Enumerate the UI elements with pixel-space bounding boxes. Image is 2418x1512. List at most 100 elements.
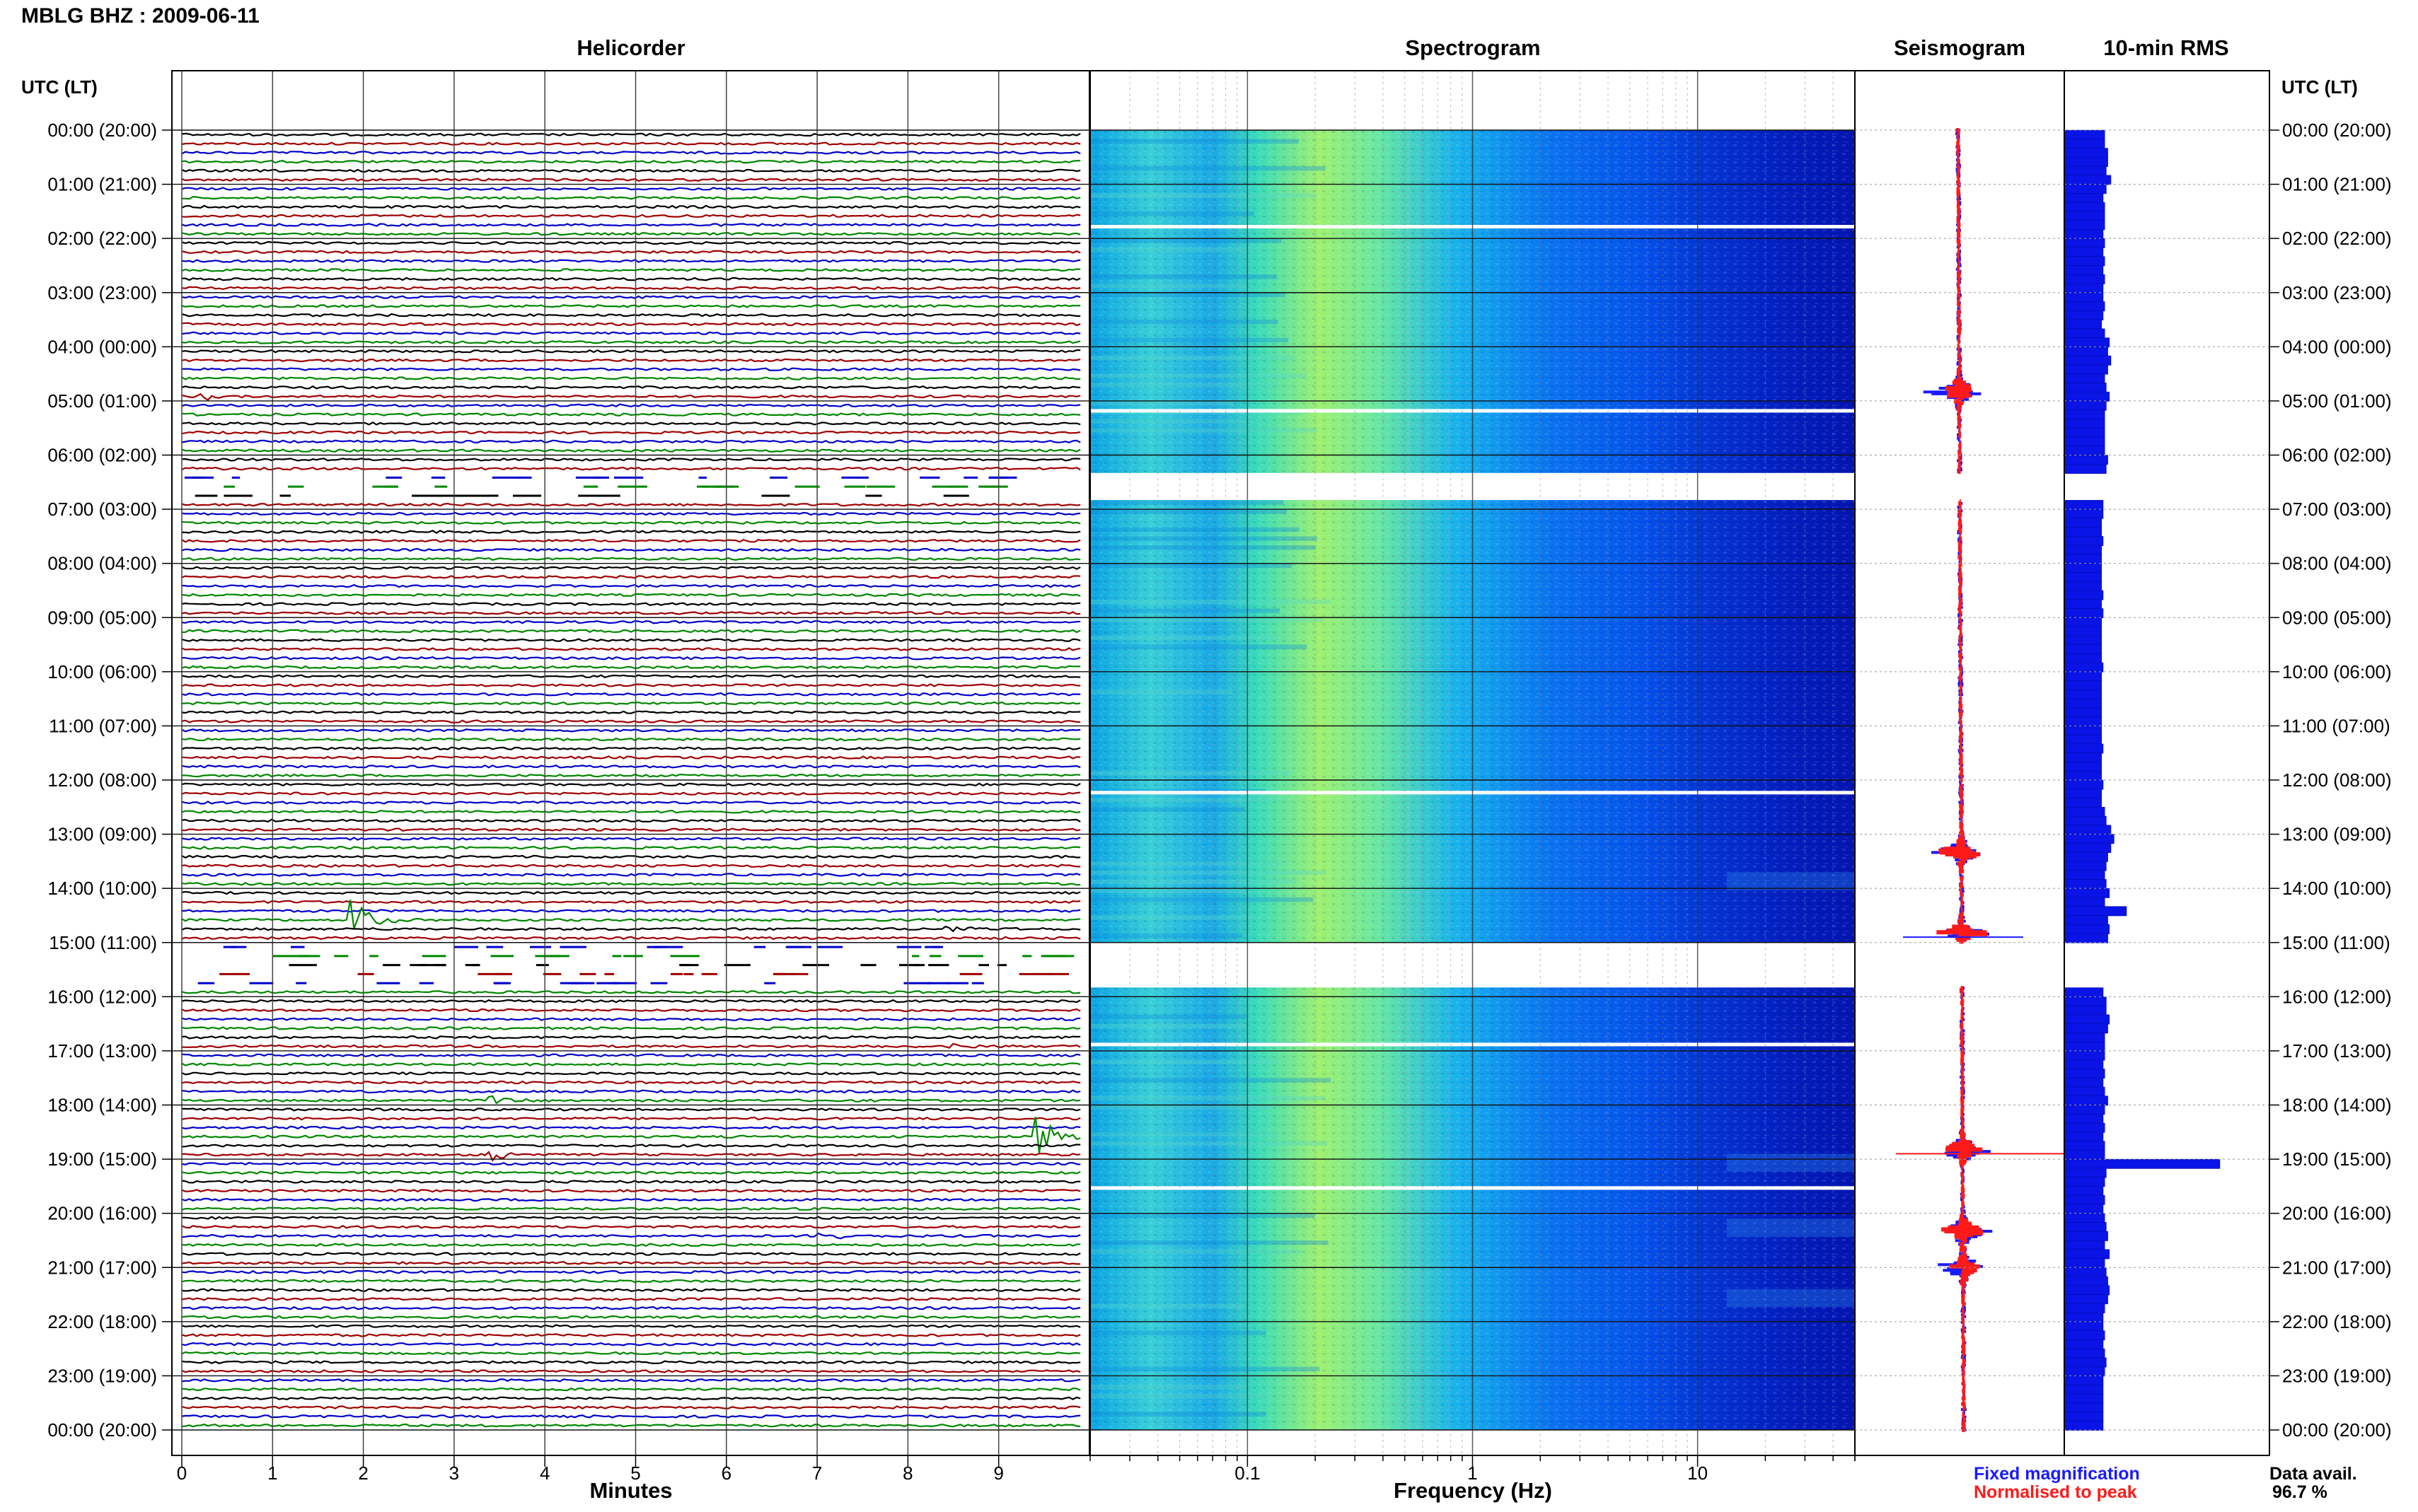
helicorder-trace (181, 575, 1081, 579)
rms-bar (2064, 1285, 2110, 1296)
helicorder-trace (181, 1216, 1081, 1220)
helicorder-trace (181, 1008, 1081, 1013)
helicorder-trace (181, 259, 1081, 263)
helicorder-trace (181, 214, 1081, 218)
helicorder-trace (181, 1232, 1081, 1240)
rms-bar (2064, 157, 2108, 167)
helicorder-trace (181, 1180, 1081, 1184)
helicorder-trace (182, 827, 1081, 832)
helicorder-trace (181, 1324, 1081, 1329)
helicorder-panel (181, 132, 1081, 1428)
spectrogram-band (1090, 545, 1316, 550)
helicorder-trace (181, 1053, 1081, 1058)
helicorder-trace (181, 331, 1081, 335)
time-tick-label-right: 18:00 (14:00) (2282, 1095, 2392, 1116)
helicorder-trace (181, 656, 1081, 661)
rms-bar (2064, 1249, 2110, 1260)
helicorder-trace (181, 809, 1081, 814)
rms-bar (2064, 1122, 2105, 1133)
helicorder-trace (181, 854, 1081, 859)
spectrogram-band (1090, 599, 1331, 605)
rms-bar (2064, 1077, 2104, 1088)
rms-bar (2064, 1041, 2105, 1052)
tick-labels-layer: 0.1 1 10 0 1 2 3 4 5 6 7 8 9 00:00 (20:00) 00:00 (20:0… (47, 120, 2391, 1484)
rms-bar (2064, 996, 2107, 1006)
helicorder-trace (181, 1288, 1081, 1292)
rms-bar (2064, 364, 2108, 375)
rms-bar (2064, 301, 2105, 312)
rms-bar (2064, 843, 2112, 853)
helicorder-x-tick-label: 0 (177, 1462, 187, 1484)
rms-bar (2064, 554, 2102, 564)
rms-bar (2064, 1177, 2105, 1187)
helicorder-trace (181, 557, 1081, 561)
rms-bar (2064, 1267, 2107, 1277)
rms-bar (2064, 644, 2102, 655)
helicorder-trace (181, 665, 1081, 670)
data-availability-value: 96.7 % (2272, 1482, 2327, 1502)
rms-bar (2064, 789, 2102, 799)
helicorder-trace (181, 403, 1081, 408)
spectrogram-energy-burst (1727, 1153, 1854, 1172)
helicorder-trace (181, 530, 1081, 534)
spectrogram-band (1090, 608, 1280, 613)
rms-bar (2064, 815, 2107, 826)
time-tick-label-left: 02:00 (22:00) (47, 228, 157, 249)
helicorder-trace (181, 1017, 1081, 1022)
rms-bar (2064, 347, 2108, 356)
rms-bar (2064, 726, 2102, 736)
helicorder-trace (182, 1387, 1081, 1392)
utc-axis-label-right: UTC (LT) (2281, 76, 2358, 98)
time-tick-label-right: 09:00 (05:00) (2282, 607, 2392, 628)
spectrogram-band (1090, 283, 1249, 289)
helicorder-trace (181, 755, 1081, 760)
rms-bar (2064, 851, 2108, 862)
spectrogram-band (1090, 1014, 1246, 1020)
helicorder-trace (181, 1151, 1081, 1162)
rms-bar (2064, 265, 2104, 276)
helicorder-x-tick-label: 1 (267, 1462, 277, 1484)
rms-bar (2064, 274, 2105, 284)
time-tick-label-left: 14:00 (10:00) (47, 878, 157, 899)
rms-bar (2064, 924, 2110, 934)
helicorder-trace (181, 304, 1081, 308)
helicorder-trace (181, 141, 1081, 146)
helicorder-trace (181, 159, 1081, 164)
spectrogram-band (1090, 1412, 1266, 1417)
time-tick-label-right: 04:00 (00:00) (2282, 336, 2392, 357)
time-tick-label-right: 08:00 (04:00) (2282, 553, 2392, 574)
helicorder-title: Helicorder (577, 35, 686, 60)
helicorder-trace (181, 719, 1081, 723)
rms-bar (2064, 446, 2105, 456)
time-tick-label-left: 21:00 (17:00) (47, 1257, 157, 1278)
helicorder-trace (181, 1071, 1081, 1076)
helicorder-trace (181, 187, 1081, 191)
helicorder-trace (181, 1095, 1081, 1105)
helicorder-trace (181, 1414, 1081, 1419)
rms-bar (2064, 1150, 2105, 1160)
helicorder-x-tick-label: 7 (812, 1462, 822, 1484)
rms-bar (2064, 1014, 2110, 1025)
rms-bar (2064, 545, 2102, 555)
rms-bar (2064, 139, 2105, 149)
rms-bar (2064, 1033, 2105, 1043)
spectrogram-band (1090, 1141, 1327, 1146)
rms-bar (2064, 1141, 2105, 1151)
seismogram-title: Seismogram (1893, 35, 2026, 60)
helicorder-trace (181, 1243, 1081, 1248)
spectrogram-band (1090, 274, 1278, 279)
time-tick-label-left: 06:00 (02:00) (47, 445, 157, 466)
helicorder-trace (181, 1378, 1081, 1383)
rms-bar (2064, 220, 2105, 231)
chart-title: MBLG BHZ : 2009-06-11 (21, 4, 260, 28)
spectrogram-band (1090, 193, 1317, 198)
helicorder-trace (181, 863, 1081, 868)
rms-bar (2064, 581, 2102, 591)
rms-bar (2064, 1023, 2108, 1034)
time-tick-label-left: 04:00 (00:00) (47, 336, 157, 357)
rms-bar (2064, 1258, 2105, 1269)
rms-bar (2064, 888, 2110, 898)
time-tick-label-right: 19:00 (15:00) (2282, 1148, 2392, 1170)
spectrogram-band (1090, 320, 1278, 325)
